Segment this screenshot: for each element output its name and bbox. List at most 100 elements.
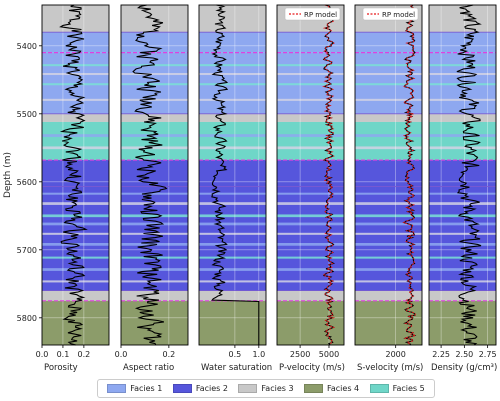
- facies-stripe: [355, 256, 422, 259]
- facies-band: [199, 5, 266, 33]
- x-tick-label: 1.0: [252, 350, 265, 359]
- x-axis-label: S-velocity (m/s): [357, 363, 423, 373]
- facies-band: [429, 290, 496, 301]
- x-axis-label: P-velocity (m/s): [279, 363, 345, 373]
- facies-stripe: [42, 134, 109, 137]
- panel-legend: RP model: [284, 7, 341, 21]
- facies-stripe: [199, 268, 266, 271]
- panel-legend-label: RP model: [304, 11, 337, 19]
- facies-stripe: [42, 268, 109, 271]
- log-curve: [456, 4, 482, 346]
- x-tick-label: 2000: [385, 350, 405, 359]
- facies-band: [199, 300, 266, 345]
- facies-stripe: [121, 134, 188, 137]
- facies-band: [42, 5, 109, 33]
- facies-stripe: [355, 280, 422, 283]
- facies-band: [429, 113, 496, 122]
- x-axis-label: Density (g/cm³): [431, 363, 497, 373]
- panel-legend-label: RP model: [382, 11, 415, 19]
- facies-stripe: [199, 202, 266, 205]
- facies-band: [277, 186, 344, 291]
- facies-band: [121, 113, 188, 122]
- log-panel: 2.25 2.50 2.75 Density (g/cm³): [428, 4, 497, 373]
- facies-stripe: [42, 256, 109, 259]
- facies-stripe: [429, 73, 496, 76]
- facies-stripe: [121, 214, 188, 218]
- panel-frame: [276, 4, 345, 346]
- facies-stripe: [429, 232, 496, 235]
- facies-stripe: [429, 98, 496, 101]
- facies-stripe: [277, 268, 344, 271]
- facies-stripe: [355, 83, 422, 86]
- facies-stripe: [121, 202, 188, 205]
- facies-stripe: [355, 268, 422, 271]
- facies-band: [355, 290, 422, 301]
- facies-stripe: [42, 222, 109, 226]
- facies-stripe: [42, 64, 109, 67]
- facies-stripe: [277, 232, 344, 235]
- legend-label: Facies 4: [327, 384, 360, 393]
- panel-frame: [41, 4, 110, 346]
- facies-stripe: [355, 73, 422, 76]
- facies-stripe: [199, 222, 266, 226]
- x-tick-label: 2.75: [479, 350, 497, 359]
- legend-item: Facies 2: [172, 384, 228, 393]
- legend-swatch: [369, 384, 389, 393]
- facies-band: [429, 121, 496, 161]
- panel-frame: [428, 4, 497, 346]
- x-tick-label: 2.50: [455, 350, 473, 359]
- facies-stripe: [429, 134, 496, 137]
- facies-stripe: [42, 83, 109, 86]
- facies-stripe: [355, 232, 422, 235]
- log-curve: [402, 4, 417, 346]
- facies-stripe: [277, 134, 344, 137]
- x-tick-label: 0.2: [162, 350, 175, 359]
- y-tick-label: 5800: [17, 314, 37, 323]
- facies-band: [429, 32, 496, 53]
- facies-band: [42, 32, 109, 53]
- facies-band: [355, 186, 422, 291]
- facies-band: [429, 300, 496, 345]
- log-panel: 0.0 0.2 Aspect ratio: [115, 4, 189, 373]
- facies-band: [355, 32, 422, 53]
- facies-band: [121, 32, 188, 53]
- facies-stripe: [199, 64, 266, 67]
- panel-frame: [198, 4, 267, 346]
- x-tick-label: 0.2: [78, 350, 91, 359]
- facies-band: [199, 113, 266, 122]
- facies-band: [277, 113, 344, 122]
- facies-stripe: [199, 192, 266, 195]
- facies-stripe: [199, 214, 266, 218]
- legend-label: Facies 3: [261, 384, 294, 393]
- log-panel: RP model 2000 S-velocity (m/s): [354, 4, 423, 373]
- facies-stripe: [355, 146, 422, 150]
- x-axis-label: Water saturation: [201, 363, 272, 373]
- facies-band: [121, 290, 188, 301]
- facies-stripe: [355, 222, 422, 226]
- x-axis-label: Porosity: [44, 363, 78, 373]
- facies-band: [355, 113, 422, 122]
- log-curve: [211, 4, 260, 345]
- facies-stripe: [199, 146, 266, 150]
- facies-stripe: [121, 222, 188, 226]
- facies-band: [355, 300, 422, 345]
- legend-swatch: [238, 384, 258, 393]
- facies-stripe: [429, 280, 496, 283]
- facies-band: [199, 290, 266, 301]
- facies-stripe: [42, 73, 109, 76]
- facies-band: [277, 300, 344, 345]
- x-tick-label: 0.0: [36, 350, 49, 359]
- legend-label: Facies 1: [130, 384, 163, 393]
- facies-band: [199, 32, 266, 53]
- facies-stripe: [277, 214, 344, 218]
- facies-stripe: [429, 243, 496, 246]
- facies-stripe: [277, 202, 344, 205]
- legend-label: Facies 2: [195, 384, 228, 393]
- facies-stripe: [277, 64, 344, 67]
- y-tick-label: 5400: [17, 42, 37, 51]
- facies-stripe: [121, 192, 188, 195]
- y-tick-label: 5500: [17, 110, 37, 119]
- facies-stripe: [121, 146, 188, 150]
